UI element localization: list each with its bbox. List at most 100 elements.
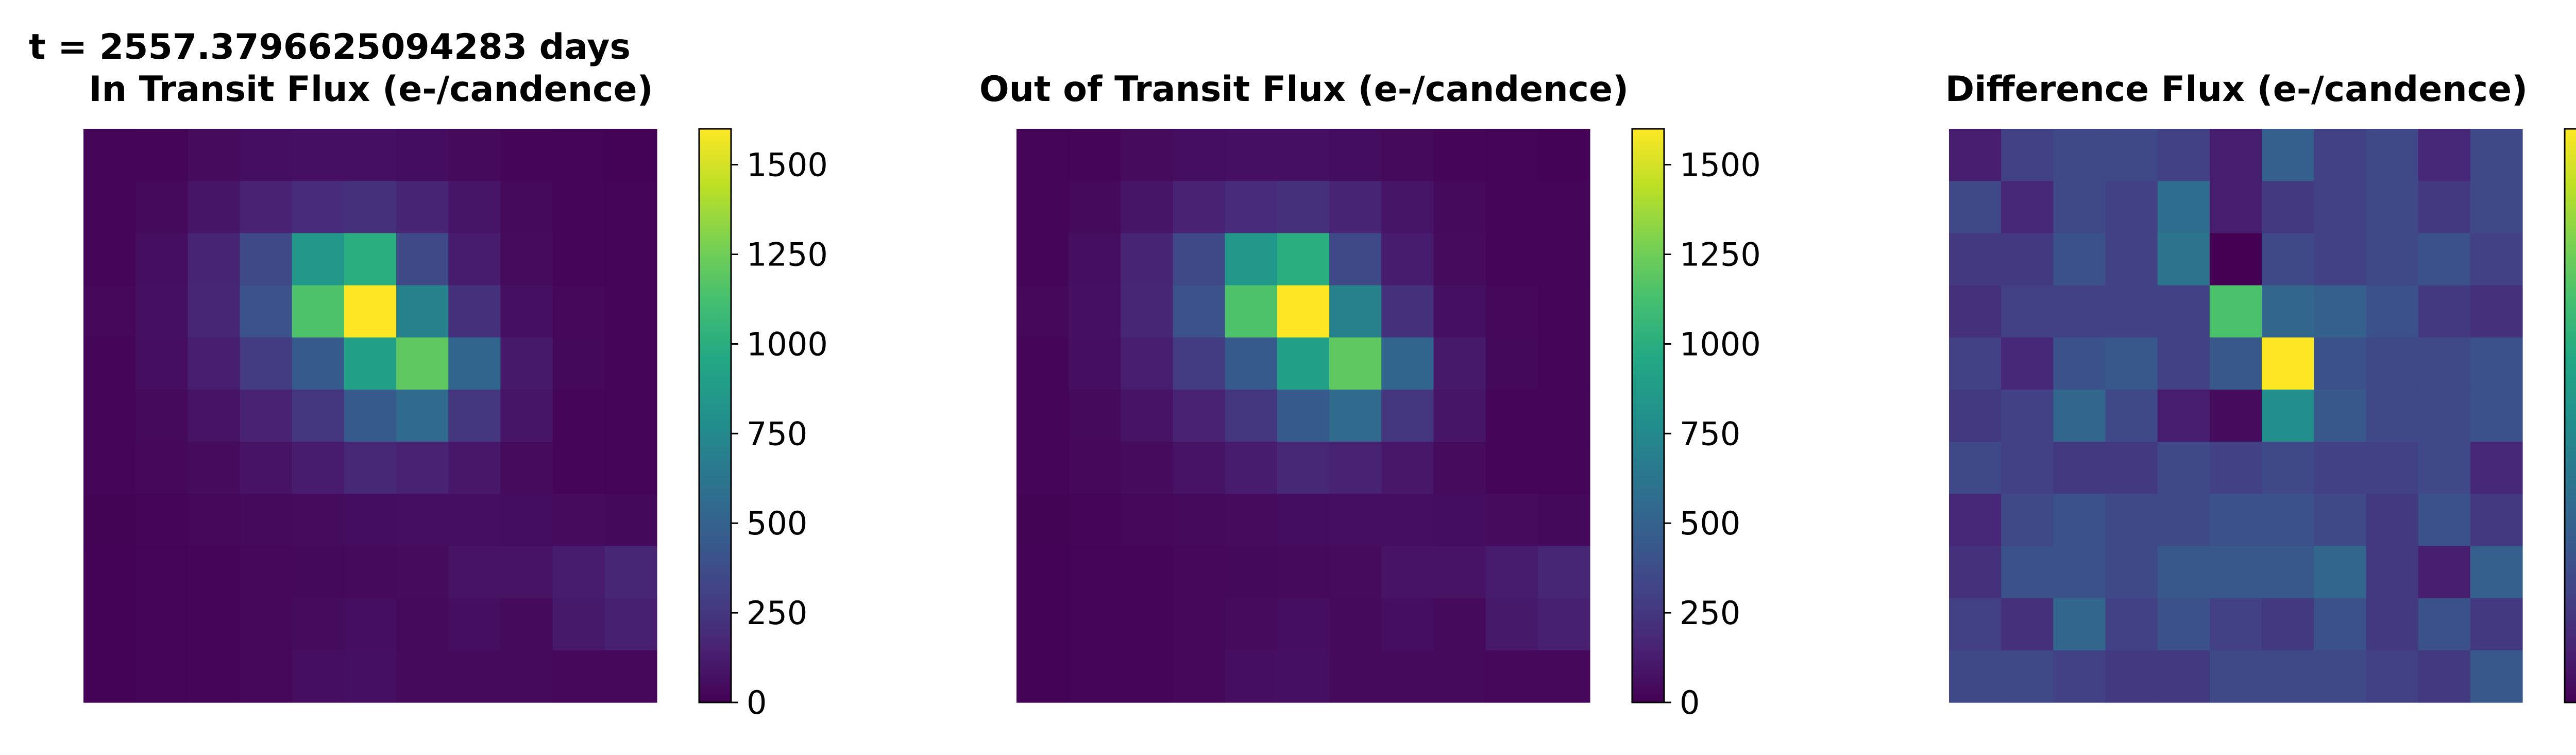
heatmap-cell [83,129,136,181]
heatmap-cell [1485,285,1538,338]
heatmap-cell [2001,389,2054,442]
heatmap-cell [1329,129,1382,181]
heatmap-cell [2314,650,2367,703]
heatmap-cell [500,285,553,338]
heatmap-cell [2470,442,2523,494]
heatmap-cell [344,546,397,599]
heatmap-cell [2105,546,2158,599]
heatmap-cell [135,337,188,390]
heatmap-cell [1329,337,1382,390]
heatmap-cell [1121,129,1174,181]
heatmap-cell [500,494,553,547]
heatmap-cell [500,389,553,442]
heatmap-cell [2262,285,2314,338]
heatmap-cell [552,546,605,599]
heatmap-cell [2209,337,2262,390]
heatmap-cell [1433,650,1486,703]
heatmap-cell [188,650,241,703]
heatmap-cell [2366,285,2419,338]
heatmap-cell [1121,337,1174,390]
heatmap-cell [188,233,241,286]
heatmap-cell [2366,337,2419,390]
heatmap-cell [1121,233,1174,286]
heatmap-cell [135,233,188,286]
colorbar-tick-label: 1000 [747,325,828,363]
heatmap-cell [2053,129,2106,181]
heatmap-cell [1485,181,1538,233]
heatmap-cell [344,494,397,547]
heatmap-cell [135,181,188,233]
colorbar-frame [2564,128,2576,703]
heatmap-cell [1225,598,1278,651]
panel-title-in-transit: In Transit Flux (e-/candence) [89,69,653,110]
heatmap-cell [1433,181,1486,233]
heatmap-cell [1121,546,1174,599]
heatmap-cell [448,337,501,390]
heatmap-cell [1225,233,1278,286]
heatmap-cell [2366,546,2419,599]
heatmap-cell [396,598,449,651]
heatmap-cell [2470,546,2523,599]
heatmap-cell [344,337,397,390]
heatmap-cell [552,233,605,286]
heatmap-cell [2314,494,2367,547]
heatmap-cell [2105,233,2158,286]
heatmap-cell [1016,442,1069,494]
heatmap-cell [2053,181,2106,233]
heatmap-cell [2366,181,2419,233]
heatmap-cell [2314,546,2367,599]
heatmap-cell [396,337,449,390]
heatmap-cell [292,285,345,338]
heatmap-cell [448,546,501,599]
heatmap-cell [2001,233,2054,286]
heatmap-cell [1537,389,1590,442]
heatmap-cell [1225,442,1278,494]
heatmap-cell [188,442,241,494]
heatmap-cell [292,650,345,703]
heatmap-cell [2366,129,2419,181]
heatmap-cell [2262,129,2314,181]
heatmap-cell [2001,546,2054,599]
heatmap-cell [1329,442,1382,494]
heatmap-cell [500,337,553,390]
heatmap-cell [2366,442,2419,494]
heatmap-cell [1381,285,1434,338]
heatmap-cell [2053,389,2106,442]
heatmap-cell [2262,546,2314,599]
heatmap-cell [500,546,553,599]
heatmap-cell [1537,598,1590,651]
heatmap-cell [1433,494,1486,547]
heatmap-cell [240,598,293,651]
heatmap-cell [1069,285,1121,338]
heatmap-cell [2157,546,2210,599]
heatmap-cell [2053,442,2106,494]
heatmap-cell [604,285,657,338]
heatmap-cell [2001,650,2054,703]
heatmap-cell [240,181,293,233]
heatmap-cell [2105,129,2158,181]
heatmap-cell [2470,233,2523,286]
heatmap-cell [240,233,293,286]
heatmap-cell [344,442,397,494]
heatmap-cell [552,494,605,547]
heatmap-cell [292,337,345,390]
colorbar-tick-label: 250 [747,594,807,632]
heatmap-cell [188,285,241,338]
heatmap-cell [135,389,188,442]
heatmap-cell [552,650,605,703]
heatmap-cell [2001,442,2054,494]
heatmap-cell [2209,598,2262,651]
heatmap-cell [1329,494,1382,547]
heatmap-cell [135,598,188,651]
heatmap-cell [2366,650,2419,703]
heatmap-cell [1277,129,1330,181]
heatmap-cell [1277,494,1330,547]
colorbar-tick-label: 1250 [747,236,828,273]
heatmap-cell [135,650,188,703]
heatmap-cell [1069,129,1121,181]
colorbar-tick-label: 1250 [1680,236,1761,273]
heatmap-cell [396,285,449,338]
colorbar-tick-label: 0 [747,684,767,722]
colorbar-tick-label: 750 [1680,415,1740,452]
heatmap-cell [2470,598,2523,651]
